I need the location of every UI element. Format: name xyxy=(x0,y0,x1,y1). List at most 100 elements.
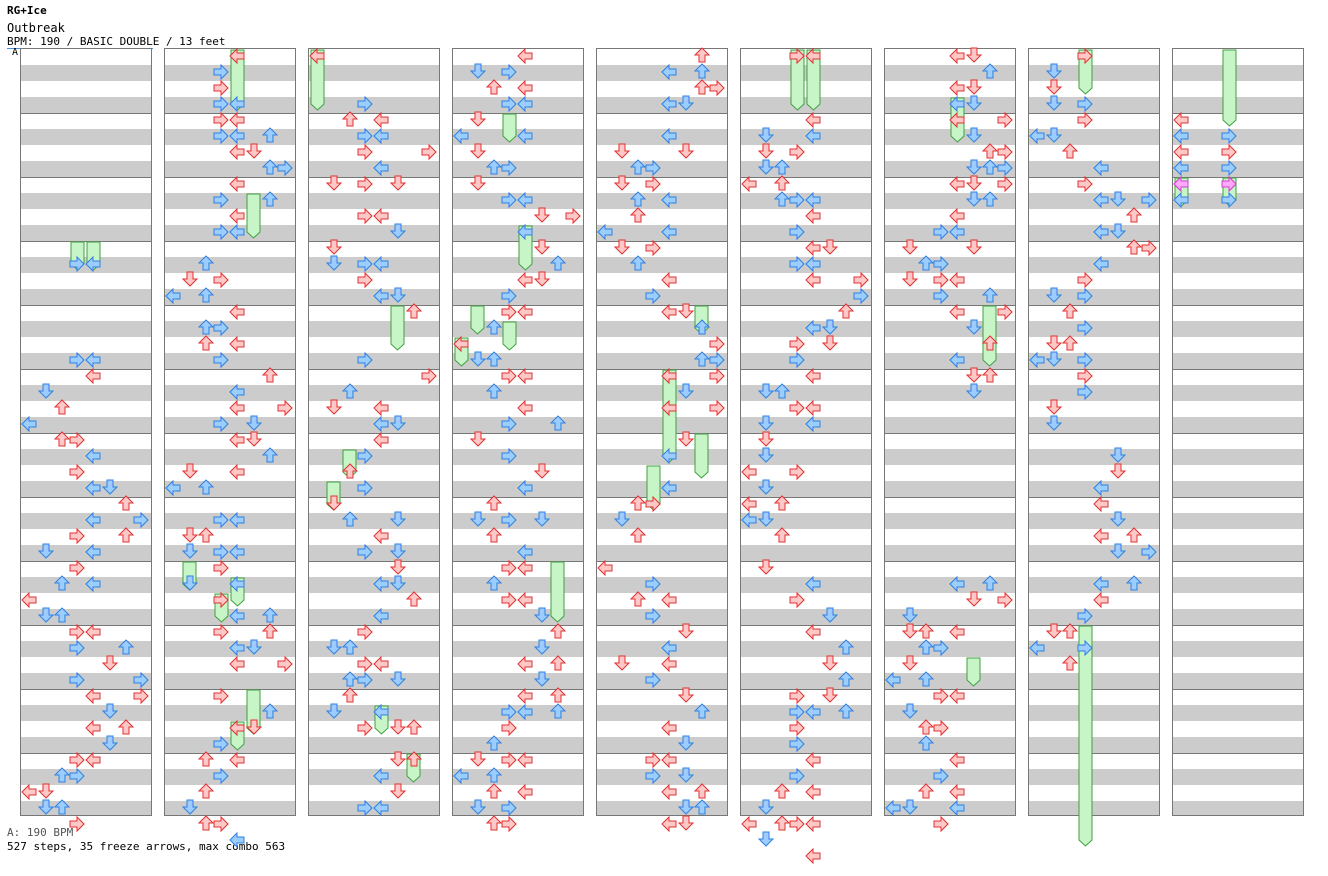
bpm-marker: A xyxy=(12,47,19,58)
measure-line xyxy=(885,753,1015,754)
measure-line xyxy=(21,689,151,690)
beat-band xyxy=(165,769,295,785)
measure-line xyxy=(1173,625,1303,626)
measure-line xyxy=(885,561,1015,562)
beat-band xyxy=(885,353,1015,369)
beat-band xyxy=(165,737,295,753)
beat-band xyxy=(1029,385,1159,401)
beat-band xyxy=(1029,481,1159,497)
beat-band xyxy=(885,481,1015,497)
beat-band xyxy=(741,129,871,145)
measure-column-9 xyxy=(1172,48,1304,816)
beat-band xyxy=(597,257,727,273)
beat-band xyxy=(597,385,727,401)
beat-band xyxy=(741,65,871,81)
beat-band xyxy=(21,97,151,113)
beat-band xyxy=(597,641,727,657)
beat-band xyxy=(165,225,295,241)
beat-band xyxy=(885,257,1015,273)
beat-band xyxy=(453,705,583,721)
measure-line xyxy=(453,625,583,626)
beat-band xyxy=(165,353,295,369)
beat-band xyxy=(453,161,583,177)
beat-band xyxy=(1173,641,1303,657)
measure-line xyxy=(165,625,295,626)
measure-line xyxy=(165,689,295,690)
measure-column-4 xyxy=(452,48,584,816)
beat-band xyxy=(309,257,439,273)
up-arrow-icon xyxy=(485,815,503,831)
beat-band xyxy=(165,673,295,689)
beat-band xyxy=(165,577,295,593)
measure-line xyxy=(1029,113,1159,114)
beat-band xyxy=(453,129,583,145)
measure-line xyxy=(165,497,295,498)
measure-line xyxy=(885,113,1015,114)
beat-band xyxy=(741,609,871,625)
beat-band xyxy=(1029,449,1159,465)
beat-band xyxy=(1029,737,1159,753)
measure-line xyxy=(597,561,727,562)
measure-line xyxy=(1029,689,1159,690)
beat-band xyxy=(1173,97,1303,113)
measure-line xyxy=(597,369,727,370)
beat-band xyxy=(885,705,1015,721)
beat-band xyxy=(453,385,583,401)
measure-line xyxy=(1173,561,1303,562)
beat-band xyxy=(741,769,871,785)
measure-line xyxy=(741,625,871,626)
measure-line xyxy=(1029,177,1159,178)
beat-band xyxy=(21,449,151,465)
measure-line xyxy=(741,561,871,562)
beat-band xyxy=(453,417,583,433)
beat-band xyxy=(309,385,439,401)
beat-band xyxy=(885,225,1015,241)
measure-line xyxy=(309,433,439,434)
beat-band xyxy=(885,673,1015,689)
measure-line xyxy=(597,305,727,306)
measure-line xyxy=(597,433,727,434)
beat-band xyxy=(453,513,583,529)
beat-band xyxy=(165,161,295,177)
measure-line xyxy=(309,113,439,114)
measure-line xyxy=(309,369,439,370)
beat-band xyxy=(1029,801,1159,815)
beat-band xyxy=(453,801,583,815)
beat-band xyxy=(453,449,583,465)
beat-band xyxy=(1029,673,1159,689)
beat-band xyxy=(741,257,871,273)
measure-line xyxy=(309,561,439,562)
beat-band xyxy=(453,97,583,113)
measure-column-2 xyxy=(164,48,296,816)
right-arrow-icon xyxy=(501,815,517,833)
measure-line xyxy=(741,305,871,306)
beat-band xyxy=(165,545,295,561)
beat-band xyxy=(1173,769,1303,785)
beat-band xyxy=(453,65,583,81)
beat-band xyxy=(885,641,1015,657)
beat-band xyxy=(885,65,1015,81)
measure-line xyxy=(21,433,151,434)
beat-band xyxy=(309,705,439,721)
measure-line xyxy=(21,369,151,370)
measure-line xyxy=(741,497,871,498)
beat-band xyxy=(597,129,727,145)
beat-band xyxy=(1173,321,1303,337)
left-arrow-icon xyxy=(805,815,821,833)
beat-band xyxy=(309,737,439,753)
beat-band xyxy=(21,321,151,337)
beat-band xyxy=(165,289,295,305)
beat-band xyxy=(309,193,439,209)
beat-band xyxy=(21,705,151,721)
measure-line xyxy=(1173,689,1303,690)
measure-line xyxy=(597,113,727,114)
measure-line xyxy=(597,689,727,690)
beat-band xyxy=(21,161,151,177)
beat-band xyxy=(885,801,1015,815)
beat-band xyxy=(885,289,1015,305)
beat-band xyxy=(597,609,727,625)
measure-line xyxy=(165,241,295,242)
beat-band xyxy=(1029,289,1159,305)
beat-band xyxy=(309,513,439,529)
left-arrow-icon xyxy=(741,815,757,833)
